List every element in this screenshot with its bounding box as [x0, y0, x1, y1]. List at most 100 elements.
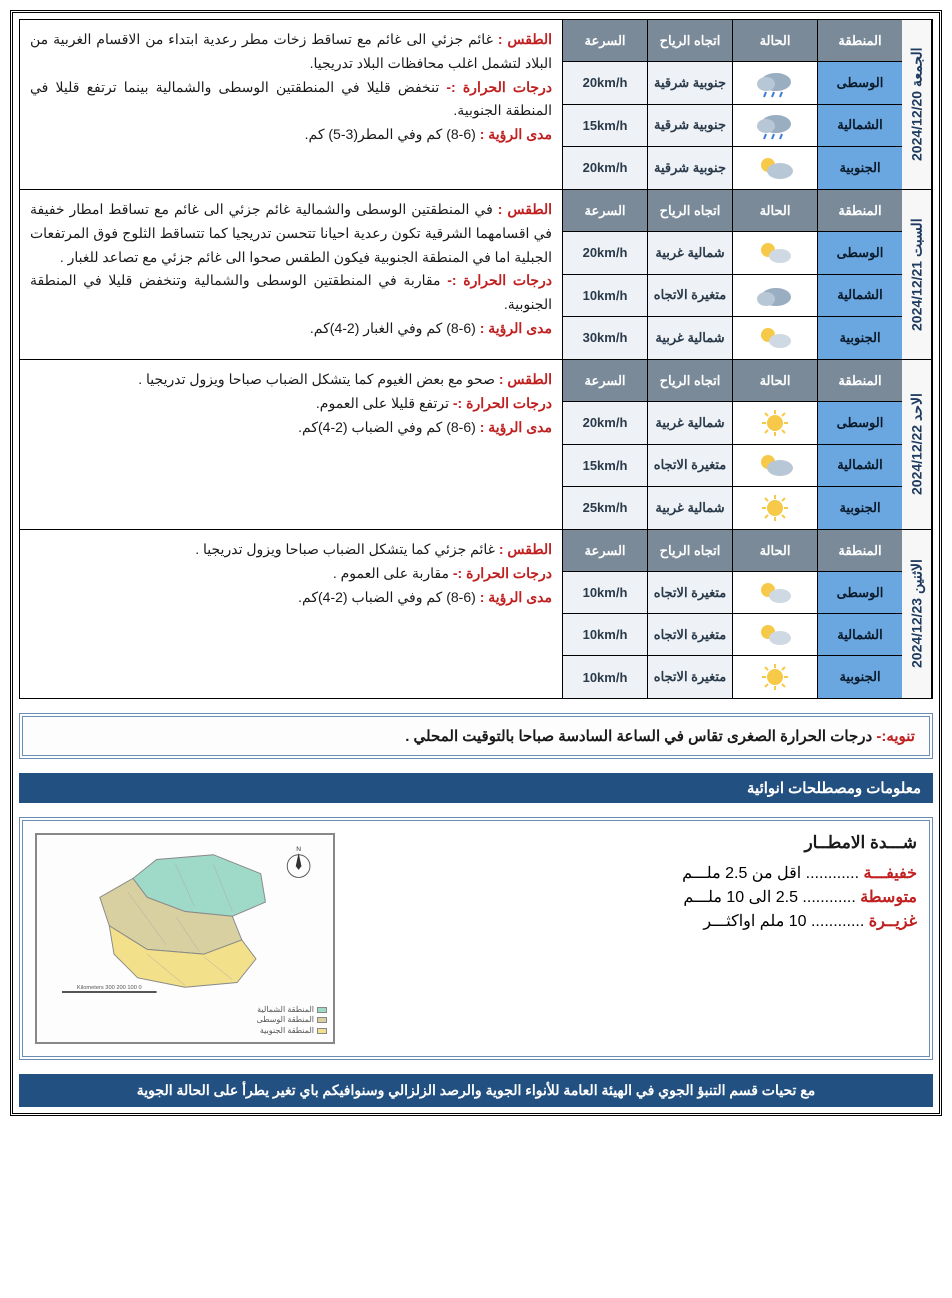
cell-region: الشمالية: [817, 445, 902, 487]
rain-title: شـــدة الامطــار: [355, 833, 917, 853]
cell-wind: شمالية غربية: [647, 232, 732, 274]
info-row: شـــدة الامطــار خفيفـــة ............ ا…: [19, 817, 933, 1060]
cell-wind: شمالية غربية: [647, 402, 732, 444]
forecast-text: الطقس : غائم جزئي الى غائم مع تساقط زخات…: [20, 20, 562, 189]
forecast-table: الجمعة 2024/12/20المنطقةالحالةاتجاه الري…: [19, 19, 933, 699]
rain-line: غزيــرة ............ 10 ملم اواكثـــر: [355, 911, 917, 931]
cell-wind: شمالية غربية: [647, 317, 732, 359]
hdr-speed: السرعة: [563, 20, 647, 62]
iraq-map: N 0 100 200 300 Kilometers: [43, 841, 327, 1001]
day-block: الجمعة 2024/12/20المنطقةالحالةاتجاه الري…: [19, 19, 933, 189]
cell-speed: 20km/h: [563, 232, 647, 274]
weather-icon: [732, 232, 817, 274]
weather-icon: [732, 487, 817, 529]
hdr-speed: السرعة: [563, 360, 647, 402]
footer-bar: مع تحيات قسم التنبؤ الجوي في الهيئة العا…: [19, 1074, 933, 1107]
vis-label: مدى الرؤية :: [480, 320, 552, 336]
cell-region: الشمالية: [817, 275, 902, 317]
section-title: معلومات ومصطلحات انوائية: [19, 773, 933, 803]
cell-speed: 10km/h: [563, 656, 647, 698]
page-frame: الجمعة 2024/12/20المنطقةالحالةاتجاه الري…: [10, 10, 942, 1116]
weather-icon: [732, 317, 817, 359]
cell-region: الوسطى: [817, 232, 902, 274]
cell-speed: 10km/h: [563, 572, 647, 614]
region-row: الوسطى شمالية غربية20km/h: [563, 402, 902, 444]
regions-col: المنطقةالحالةاتجاه الرياحالسرعةالوسطىجنو…: [562, 20, 902, 189]
weather-label: الطقس :: [499, 371, 552, 387]
temp-label: درجات الحرارة :-: [453, 395, 552, 411]
region-row: الوسطى شمالية غربية20km/h: [563, 232, 902, 274]
cell-wind: شمالية غربية: [647, 487, 732, 529]
note-text: درجات الحرارة الصغرى تقاس في الساعة السا…: [405, 728, 872, 745]
weather-label: الطقس :: [498, 201, 552, 217]
temp-label: درجات الحرارة :-: [453, 565, 552, 581]
cell-speed: 20km/h: [563, 147, 647, 189]
region-row: الوسطىجنوبية شرقية20km/h: [563, 62, 902, 104]
cell-region: الجنوبية: [817, 656, 902, 698]
weather-icon: [732, 614, 817, 656]
legend-south: المنطقة الجنوبية: [260, 1026, 314, 1035]
weather-icon: [732, 105, 817, 147]
cell-speed: 15km/h: [563, 105, 647, 147]
rain-val: اقل من 2.5 ملـــم: [682, 865, 801, 882]
weather-icon: [732, 445, 817, 487]
cell-region: الشمالية: [817, 614, 902, 656]
day-label: الجمعة 2024/12/20: [902, 20, 932, 189]
map-box: N 0 100 200 300 Kilometers المنطقة الشما…: [35, 833, 335, 1044]
rain-line: خفيفـــة ............ اقل من 2.5 ملـــم: [355, 863, 917, 883]
region-row: الوسطىمتغيرة الاتجاه10km/h: [563, 572, 902, 614]
hdr-region: المنطقة: [817, 190, 902, 232]
cell-region: الجنوبية: [817, 487, 902, 529]
legend-north: المنطقة الشمالية: [257, 1005, 314, 1014]
weather-icon: [732, 402, 817, 444]
cell-region: الوسطى: [817, 572, 902, 614]
cell-wind: جنوبية شرقية: [647, 62, 732, 104]
forecast-text: الطقس : صحو مع بعض الغيوم كما يتشكل الضب…: [20, 360, 562, 529]
hdr-cond: الحالة: [732, 360, 817, 402]
temp-label: درجات الحرارة :-: [446, 79, 552, 95]
hdr-speed: السرعة: [563, 530, 647, 572]
regions-col: المنطقةالحالةاتجاه الرياحالسرعة الوسطى شما…: [562, 190, 902, 359]
rain-key: خفيفـــة: [863, 865, 917, 882]
hdr-speed: السرعة: [563, 190, 647, 232]
cell-speed: 20km/h: [563, 402, 647, 444]
cell-wind: متغيرة الاتجاه: [647, 614, 732, 656]
day-label: السبت 2024/12/21: [902, 190, 932, 359]
cell-speed: 10km/h: [563, 614, 647, 656]
rain-key: متوسطة: [860, 889, 917, 906]
regions-col: المنطقةالحالةاتجاه الرياحالسرعةالوسطىمتغ…: [562, 530, 902, 698]
day-label: الاثنين 2024/12/23: [902, 530, 932, 698]
cell-speed: 15km/h: [563, 445, 647, 487]
svg-text:0 100 200 300 Kilometers: 0 100 200 300 Kilometers: [77, 985, 142, 991]
cell-speed: 30km/h: [563, 317, 647, 359]
hdr-wind: اتجاه الرياح: [647, 20, 732, 62]
region-row: الجنوبيةشمالية غربية25km/h: [563, 487, 902, 529]
weather-icon: [732, 656, 817, 698]
hdr-wind: اتجاه الرياح: [647, 360, 732, 402]
hdr-wind: اتجاه الرياح: [647, 190, 732, 232]
hdr-cond: الحالة: [732, 20, 817, 62]
weather-icon: [732, 147, 817, 189]
region-row: الشماليةجنوبية شرقية15km/h: [563, 105, 902, 147]
weather-label: الطقس :: [499, 541, 552, 557]
weather-icon: [732, 275, 817, 317]
cell-speed: 20km/h: [563, 62, 647, 104]
region-row: الجنوبيةمتغيرة الاتجاه10km/h: [563, 656, 902, 698]
hdr-cond: الحالة: [732, 530, 817, 572]
svg-text:N: N: [296, 846, 301, 853]
rain-line: متوسطة ............ 2.5 الى 10 ملـــم: [355, 887, 917, 907]
hdr-cond: الحالة: [732, 190, 817, 232]
cell-region: الشمالية: [817, 105, 902, 147]
hdr-region: المنطقة: [817, 530, 902, 572]
map-legend: المنطقة الشمالية المنطقة الوسطى المنطقة …: [43, 1005, 327, 1036]
hdr-region: المنطقة: [817, 20, 902, 62]
cell-speed: 10km/h: [563, 275, 647, 317]
rain-key: غزيــرة: [869, 913, 917, 930]
day-block: الاثنين 2024/12/23المنطقةالحالةاتجاه الر…: [19, 529, 933, 699]
legend-center: المنطقة الوسطى: [256, 1015, 314, 1024]
rain-val: 2.5 الى 10 ملـــم: [683, 889, 798, 906]
cell-region: الجنوبية: [817, 147, 902, 189]
cell-region: الوسطى: [817, 402, 902, 444]
region-row: الجنوبيةشمالية غربية30km/h: [563, 317, 902, 359]
rain-legend: شـــدة الامطــار خفيفـــة ............ ا…: [355, 833, 917, 1044]
